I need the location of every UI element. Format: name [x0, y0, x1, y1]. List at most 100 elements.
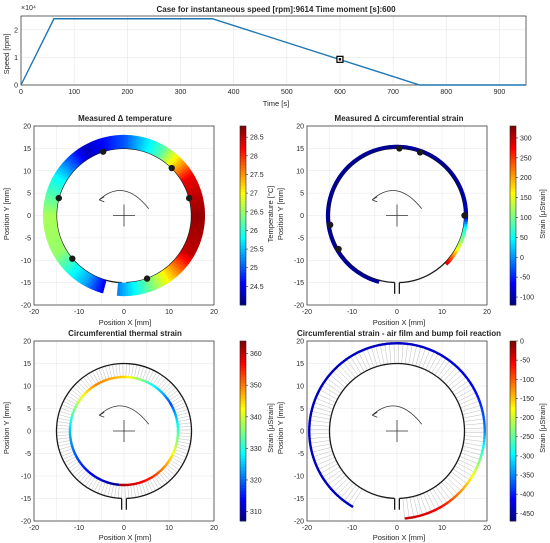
reaction-strain-foil-hatch: [354, 354, 365, 373]
thermal-strain-foil-hatch: [59, 445, 73, 450]
reaction-strain-foil-hatch: [358, 352, 368, 371]
speed-x-tick-label: 300: [175, 89, 187, 96]
reaction-strain-plot-frame: [306, 340, 488, 522]
measured-strain-colorbar-swatch: [510, 161, 516, 166]
temperature-colorbar-swatch: [240, 239, 246, 243]
thermal-strain-foil-hatch: [176, 441, 191, 445]
measured-strain-colorbar-swatch: [510, 209, 516, 213]
reaction-strain-colorbar-swatch: [510, 359, 516, 363]
measured-strain-colorbar-swatch: [510, 230, 516, 234]
reaction-strain-foil-hatch: [326, 377, 344, 391]
reaction-strain-foil-hatch: [446, 476, 462, 492]
temperature-plot-frame: [33, 125, 215, 306]
thermal-strain-foil-hatch: [149, 478, 156, 491]
thermal-strain-colorbar-swatch: [240, 431, 246, 435]
temperature-colorbar-swatch: [240, 242, 246, 246]
reaction-strain-foil-hatch: [351, 488, 363, 507]
reaction-strain-colorbar-swatch: [510, 347, 516, 351]
thermal-strain-y-tick-label: 5: [27, 406, 31, 413]
speed-x-tick-label: 200: [121, 89, 133, 96]
thermal-strain-foil-hatch: [177, 438, 191, 441]
thermal-strain-foil-hatch: [174, 449, 188, 455]
speed-x-tick-label: 900: [494, 89, 506, 96]
thermal-strain-foil-hatch: [63, 401, 76, 408]
thermal-strain-plot-frame: [33, 340, 215, 522]
thermal-strain-y-tick-label: -5: [25, 451, 31, 458]
reaction-strain-colorbar-swatch: [510, 374, 516, 378]
reaction-strain-colorbar-tick-label: -150: [520, 396, 534, 403]
thermal-strain-foil-hatch: [61, 404, 75, 411]
reaction-strain-foil-hatch: [426, 491, 436, 510]
measured-strain-colorbar-swatch: [510, 260, 516, 264]
thermal-strain-colorbar-tick-label: 360: [250, 351, 262, 358]
measured-strain-colorbar-swatch: [510, 149, 516, 154]
thermal-strain-y-tick-label: 20: [23, 339, 31, 346]
temperature-colorbar-swatch: [240, 236, 246, 240]
thermal-strain-colorbar-swatch: [240, 479, 246, 483]
thermal-strain-foil-hatch: [119, 363, 121, 378]
reaction-strain-foil-hatch: [319, 389, 338, 400]
thermal-strain-y-axis-label: Position Y [mm]: [2, 402, 11, 454]
thermal-strain-colorbar-swatch: [240, 440, 246, 444]
measured-strain-colorbar-tick-label: 250: [520, 155, 532, 162]
measured-strain-colorbar-swatch: [510, 134, 516, 139]
reaction-strain-colorbar-swatch: [510, 410, 516, 414]
thermal-strain-foil-hatch: [159, 379, 169, 391]
reaction-strain-foil-hatch: [423, 493, 432, 512]
reaction-strain-colorbar-swatch: [510, 392, 516, 396]
reaction-strain-foil-hatch: [330, 475, 347, 489]
reaction-strain-foil-hatch: [435, 486, 448, 504]
reaction-strain-foil-hatch: [347, 486, 360, 504]
thermal-strain-foil-hatch: [107, 483, 112, 497]
thermal-strain-colorbar-swatch: [240, 452, 246, 456]
thermal-strain-colorbar-swatch: [240, 512, 246, 516]
reaction-strain-foil-hatch: [454, 384, 472, 396]
thermal-strain-colorbar-swatch: [240, 359, 246, 363]
measured-strain-x-tick-label: 0: [395, 309, 399, 316]
measured-strain-colorbar-swatch: [510, 143, 516, 148]
thermal-strain-foil-hatch: [79, 471, 89, 483]
temperature-colorbar-swatch: [240, 203, 246, 207]
thermal-strain-foil-hatch: [68, 392, 80, 401]
temperature-band-segment: [100, 279, 107, 294]
measured-strain-colorbar-label: Strain [μStrain]: [538, 189, 547, 239]
thermal-strain-y-tick-label: 0: [27, 429, 31, 436]
temperature-y-tick-label: -5: [25, 235, 31, 242]
measured-strain-colorbar-swatch: [510, 167, 516, 172]
reaction-strain-foil-hatch: [419, 494, 428, 514]
measured-strain-sensor-dot: [416, 149, 424, 156]
temperature-colorbar-swatch: [240, 287, 246, 291]
temperature-colorbar-swatch: [240, 302, 246, 306]
measured-strain-colorbar-swatch: [510, 266, 516, 270]
measured-strain-band-segment: [376, 279, 380, 284]
reaction-strain-foil-hatch: [422, 349, 431, 369]
temperature-colorbar-tick-label: 27: [250, 191, 258, 198]
temperature-colorbar-swatch: [240, 197, 246, 201]
thermal-strain-foil-hatch: [138, 482, 143, 496]
thermal-strain-foil-hatch: [91, 478, 99, 491]
thermal-strain-foil-hatch: [110, 483, 114, 498]
thermal-strain-colorbar-swatch: [240, 401, 246, 405]
measured-strain-colorbar-swatch: [510, 182, 516, 187]
measured-strain-colorbar-swatch: [510, 290, 516, 294]
reaction-strain-foil-hatch: [452, 468, 470, 481]
reaction-strain-x-tick-label: -10: [347, 525, 357, 532]
thermal-strain-foil-hatch: [172, 454, 185, 461]
thermal-strain-foil-hatch: [108, 365, 113, 379]
thermal-strain-foil-hatch: [149, 371, 157, 384]
speed-y-tick-label: 0: [14, 83, 18, 90]
measured-strain-y-tick-label: 10: [296, 168, 304, 175]
temperature-colorbar-swatch: [240, 212, 246, 216]
reaction-strain-foil-hatch: [429, 489, 440, 508]
reaction-strain-colorbar-swatch: [510, 437, 516, 441]
reaction-strain-foil-hatch: [317, 393, 336, 403]
thermal-strain-colorbar-tick-label: 330: [250, 446, 262, 453]
reaction-strain-colorbar-swatch: [510, 470, 516, 474]
reaction-strain-foil-hatch: [448, 474, 465, 488]
reaction-strain-y-tick-label: -20: [294, 519, 304, 526]
measured-strain-colorbar-swatch: [510, 263, 516, 267]
thermal-strain-foil-hatch: [171, 456, 184, 464]
thermal-strain-foil-hatch: [168, 393, 181, 402]
reaction-strain-foil-hatch: [310, 415, 331, 420]
thermal-strain-foil-hatch: [151, 477, 159, 489]
